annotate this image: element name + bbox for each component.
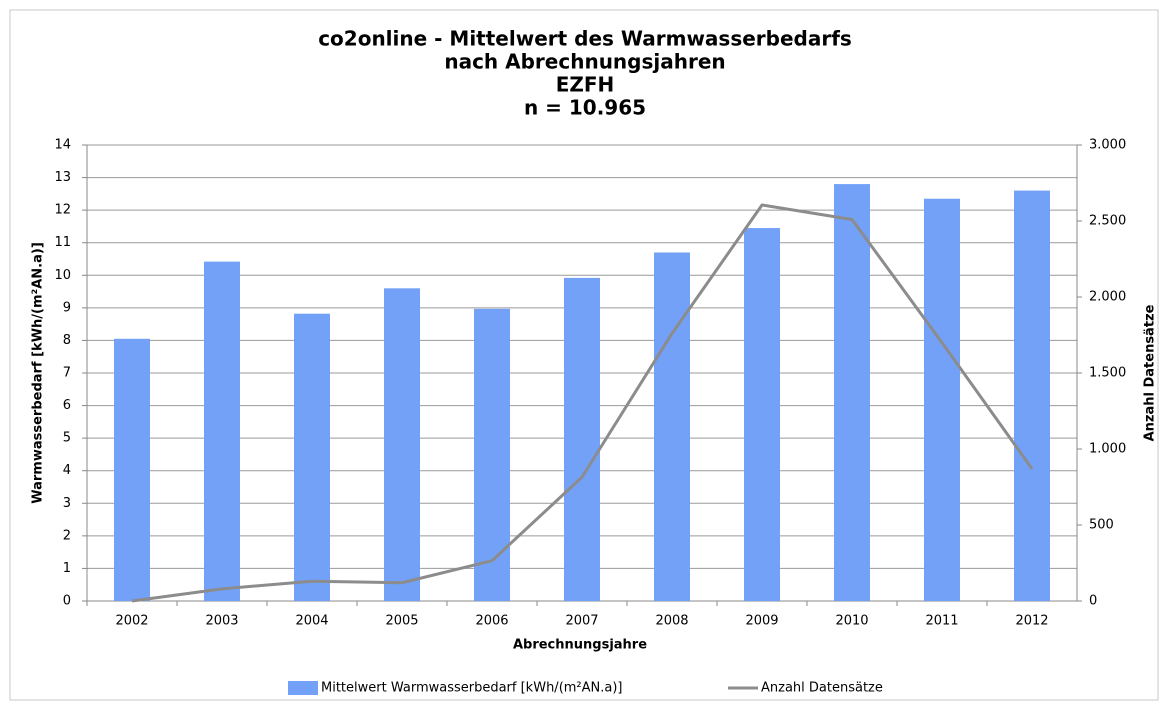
x-tick-label: 2012 <box>1015 614 1048 629</box>
y-tick-label: 6 <box>63 398 71 413</box>
chart-title: nach Abrechnungsjahren <box>444 50 725 74</box>
bar <box>474 308 510 601</box>
x-tick-label: 2005 <box>385 614 418 629</box>
legend-label: Mittelwert Warmwasserbedarf [kWh/(m²AN.a… <box>321 681 623 696</box>
x-tick-label: 2002 <box>115 614 148 629</box>
bar <box>1014 190 1050 601</box>
y2-tick-label: 3.000 <box>1089 138 1126 153</box>
x-tick-label: 2007 <box>565 614 598 629</box>
x-tick-label: 2008 <box>655 614 688 629</box>
chart-title: n = 10.965 <box>524 96 646 120</box>
line <box>131 203 1034 603</box>
chart-title: EZFH <box>556 73 615 97</box>
x-tick-label: 2006 <box>475 614 508 629</box>
bar <box>384 288 420 601</box>
y2-tick-label: 2.000 <box>1089 290 1126 305</box>
y-tick-label: 12 <box>54 203 71 218</box>
x-tick-label: 2004 <box>295 614 328 629</box>
y-tick-label: 8 <box>63 333 71 348</box>
x-tick-label: 2011 <box>925 614 958 629</box>
y-tick-label: 3 <box>63 496 71 511</box>
legend-swatch <box>288 681 318 695</box>
y-tick-label: 4 <box>63 463 71 478</box>
y-axis-title: Warmwasserbedarf [kWh/(m²AN.a)] <box>31 242 46 504</box>
chart-title: co2online - Mittelwert des Warmwasserbed… <box>318 27 852 51</box>
x-tick-label: 2009 <box>745 614 778 629</box>
bar <box>564 277 600 601</box>
y2-tick-label: 500 <box>1089 518 1114 533</box>
bar <box>654 252 690 601</box>
y-tick-label: 10 <box>54 268 71 283</box>
bar <box>744 228 780 602</box>
y-tick-label: 1 <box>63 561 71 576</box>
y2-axis-title: Anzahl Datensätze <box>1143 304 1158 441</box>
y2-tick-label: 2.500 <box>1089 214 1126 229</box>
y-tick-label: 0 <box>63 594 71 609</box>
bar <box>114 338 150 601</box>
y-tick-label: 2 <box>63 528 71 543</box>
x-axis-title: Abrechnungsjahre <box>513 638 647 653</box>
y-tick-label: 7 <box>63 366 71 381</box>
y2-tick-label: 0 <box>1089 594 1097 609</box>
x-tick-label: 2003 <box>205 614 238 629</box>
y-tick-label: 5 <box>63 431 71 446</box>
bar <box>924 198 960 601</box>
y-tick-label: 9 <box>63 300 71 315</box>
y2-tick-label: 1.500 <box>1089 366 1126 381</box>
y-tick-label: 13 <box>54 170 71 185</box>
x-tick-label: 2010 <box>835 614 868 629</box>
y-tick-label: 11 <box>54 235 71 250</box>
bar <box>294 313 330 601</box>
y-tick-label: 14 <box>54 138 71 153</box>
y2-tick-label: 1.000 <box>1089 442 1126 457</box>
bar <box>834 184 870 602</box>
legend-label: Anzahl Datensätze <box>761 681 883 696</box>
bar <box>204 261 240 601</box>
